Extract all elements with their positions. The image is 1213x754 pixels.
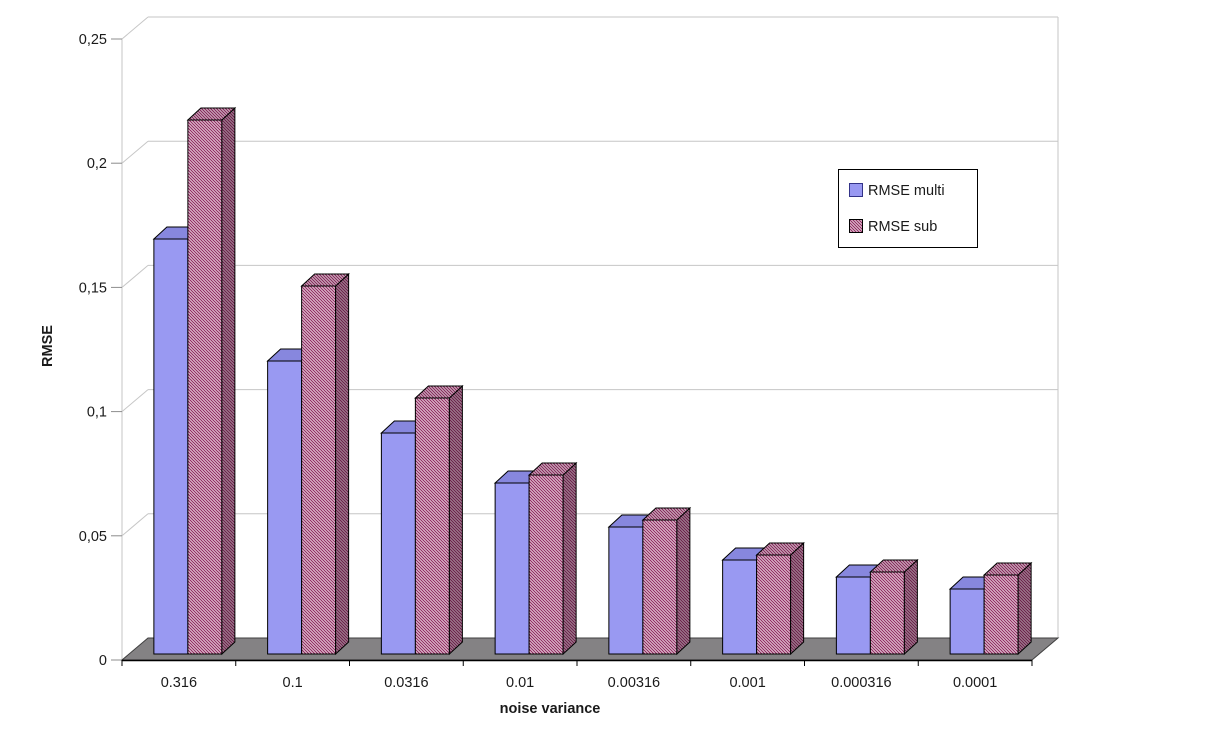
bar-rmse-sub-0.0316 [414,397,450,655]
bar-rmse-sub-0.1 [301,285,337,655]
bar-rmse-multi-0.1 [267,360,303,655]
bar-rmse-sub-side-0.316 [221,108,235,654]
bar-rmse-multi-0.0001 [949,588,985,655]
bar-rmse-sub-0.01 [528,474,564,655]
bar-rmse-sub-top-shade-0.00316 [641,507,692,521]
x-tick-label: 0.001 [729,675,765,691]
legend-item-rmse-sub: RMSE sub [849,219,937,235]
y-axis-title: RMSE [40,325,56,367]
y-tick-label: 0 [99,653,107,669]
bar-group-0.1 [266,272,350,656]
bar-rmse-sub-side-shade-0.000316 [903,558,918,656]
bar-rmse-sub-side-shade-0.1 [335,272,350,656]
bar-rmse-sub-0.001 [756,554,792,655]
legend-item-rmse-multi: RMSE multi [849,183,945,199]
bar-rmse-sub-side-shade-0.0316 [448,384,463,656]
x-tick-label: 0.0316 [384,675,428,691]
bar-rmse-sub-side-0.0001 [1018,563,1032,654]
bar-rmse-sub-side-0.0316 [449,386,463,654]
bar-group-0.001 [721,541,805,656]
legend: RMSE multi RMSE sub [838,169,978,248]
x-tick-label: 0.1 [283,675,303,691]
y-tick-label: 0,1 [87,405,107,421]
bar-rmse-sub-side-0.001 [790,543,804,654]
legend-swatch-rmse-multi [849,183,863,197]
bar-rmse-sub-side-0.01 [563,463,577,654]
y-tick-connector [121,265,149,288]
bar-rmse-sub-top-0.0316 [415,386,463,398]
y-tick-label: 0,2 [87,156,107,172]
bar-rmse-sub-top-shade-0.001 [755,542,805,556]
bar-rmse-multi-0.0316 [380,432,416,655]
bar-rmse-sub-top-shade-0.1 [300,273,350,287]
bar-rmse-multi-0.001 [722,559,758,655]
bar-group-0.000316 [835,558,919,656]
legend-swatch-rmse-sub [849,219,863,233]
bar-rmse-sub-side-shade-0.001 [790,541,805,656]
x-tick-label: 0.000316 [831,675,891,691]
bar-group-0.01 [493,461,578,656]
bar-rmse-sub-top-shade-0.316 [186,107,237,121]
bar-rmse-sub-0.00316 [642,519,678,655]
bar-rmse-multi-0.01 [494,482,530,655]
bar-rmse-sub-side-0.00316 [676,508,690,654]
bar-rmse-sub-top-shade-0.01 [527,462,578,476]
bar-rmse-sub-top-shade-0.000316 [869,559,919,573]
bar-rmse-multi-0.316 [153,238,189,655]
x-tick-label: 0.316 [161,675,197,691]
y-tick-connector [121,140,149,164]
bar-group-0.0001 [948,561,1033,656]
bar-group-0.00316 [607,506,692,656]
bar-rmse-multi-0.000316 [835,576,871,655]
bar-rmse-sub-0.0001 [983,574,1019,655]
bar-rmse-sub-side-0.000316 [904,560,918,654]
bar-rmse-sub-top-0.0001 [984,563,1032,575]
bar-rmse-sub-top-shade-0.0316 [414,385,464,399]
x-tick-label: 0.01 [506,675,534,691]
bar-rmse-sub-side-shade-0.0001 [1017,561,1032,656]
bar-rmse-multi-0.00316 [608,526,644,655]
bar-rmse-sub-side-shade-0.00316 [676,506,691,656]
bar-rmse-sub-top-0.1 [301,274,349,286]
y-tick-label: 0,05 [79,529,107,545]
bar-rmse-sub-side-shade-0.316 [221,106,236,656]
y-tick-label: 0,15 [79,280,107,296]
y-tick-connector [121,16,149,40]
bar-group-0.316 [152,106,237,656]
bar-rmse-sub-top-0.001 [756,543,804,555]
bar-group-0.0316 [380,384,464,656]
bar-rmse-sub-0.316 [187,119,223,655]
bar-rmse-sub-side-0.1 [335,274,349,654]
y-tick-connector [121,513,149,537]
legend-label-rmse-multi: RMSE multi [868,183,945,199]
bar-rmse-sub-top-0.01 [529,463,577,475]
legend-box [838,169,978,248]
bar-rmse-sub-top-0.316 [187,108,235,120]
bar-rmse-sub-top-0.00316 [642,508,690,520]
x-tick-label: 0.0001 [953,675,997,691]
x-tick-label: 0.00316 [608,675,660,691]
bar-rmse-sub-top-shade-0.0001 [982,562,1033,576]
y-tick-connector [121,389,149,412]
bar-rmse-sub-side-shade-0.01 [562,461,577,656]
y-tick-label: 0,25 [79,32,107,48]
legend-label-rmse-sub: RMSE sub [868,219,937,235]
x-axis-title: noise variance [500,701,601,717]
bar-rmse-sub-0.000316 [869,571,905,655]
bar-rmse-sub-top-0.000316 [870,560,918,572]
